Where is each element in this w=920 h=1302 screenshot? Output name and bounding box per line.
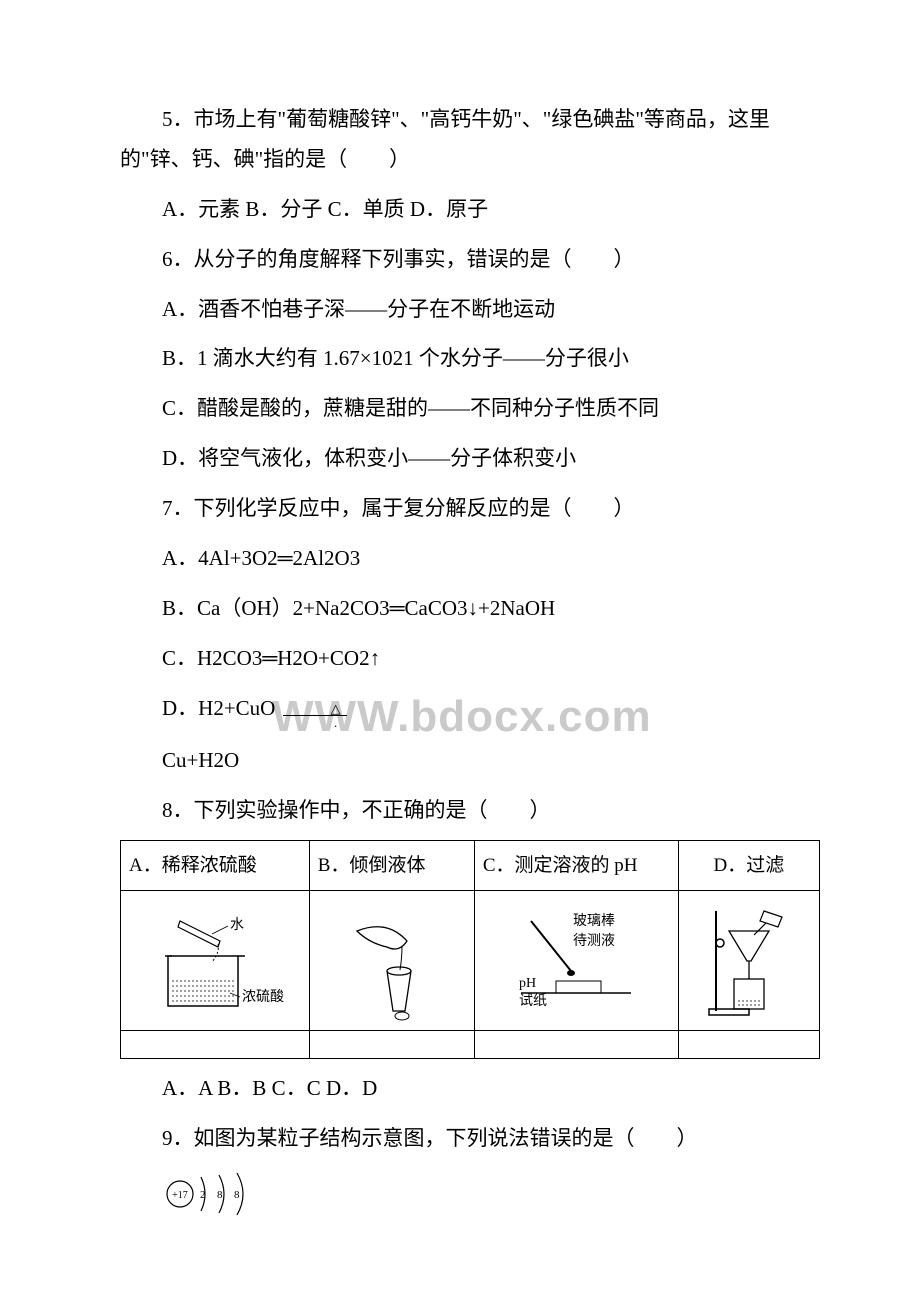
label-water: 水 bbox=[230, 917, 244, 933]
q7-opt-d-left: D．H2+CuO bbox=[162, 696, 275, 720]
label-glass-rod: 玻璃棒 bbox=[573, 912, 615, 929]
q7-opt-c: C．H2CO3═H2O+CO2↑ bbox=[120, 639, 820, 679]
q6-stem: 6．从分子的角度解释下列事实，错误的是（ ） bbox=[120, 240, 820, 280]
ph-test-icon: 玻璃棒 待测液 pH 试纸 bbox=[501, 901, 651, 1021]
q6-opt-b: B．1 滴水大约有 1.67×1021 个水分子——分子很小 bbox=[120, 339, 820, 379]
q7-opt-d-row: WWW.bdocx.com D．H2+CuO △ . bbox=[120, 689, 820, 731]
q8-header-a: A．稀释浓硫酸 bbox=[121, 841, 310, 891]
q8-table-image-row: 水 浓硫酸 玻璃棒 bbox=[121, 891, 820, 1031]
q7-opt-d-triangle: △ bbox=[283, 702, 347, 716]
q8-img-a: 水 浓硫酸 bbox=[121, 891, 310, 1031]
q8-answers: A．A B．B C．C D．D bbox=[120, 1069, 820, 1109]
q5-stem: 5．市场上有"葡萄糖酸锌"、"高钙牛奶"、"绿色碘盐"等商品，这里的"锌、钙、碘… bbox=[120, 100, 820, 180]
q7-opt-d-blank: . bbox=[286, 716, 343, 729]
q8-table-header-row: A．稀释浓硫酸 B．倾倒液体 C．测定溶液的 pH D．过滤 bbox=[121, 841, 820, 891]
q8-table-blank-row bbox=[121, 1031, 820, 1059]
label-ph: pH bbox=[519, 976, 536, 991]
atom-shell-1: 2 bbox=[200, 1189, 206, 1201]
filter-icon bbox=[694, 901, 804, 1021]
pour-liquid-icon bbox=[327, 901, 457, 1021]
q7-stem: 7．下列化学反应中，属于复分解反应的是（ ） bbox=[120, 489, 820, 529]
q7-opt-b: B．Ca（OH）2+Na2CO3═CaCO3↓+2NaOH bbox=[120, 589, 820, 629]
label-acid: 浓硫酸 bbox=[242, 989, 284, 1005]
q7-opt-a: A．4Al+3O2═2Al2O3 bbox=[120, 539, 820, 579]
q8-img-c: 玻璃棒 待测液 pH 试纸 bbox=[474, 891, 678, 1031]
q8-table: A．稀释浓硫酸 B．倾倒液体 C．测定溶液的 pH D．过滤 水 浓硫酸 bbox=[120, 840, 820, 1059]
q7-opt-d-after: Cu+H2O bbox=[120, 741, 820, 781]
q8-header-d: D．过滤 bbox=[678, 841, 819, 891]
atom-structure-icon: +17 2 8 8 bbox=[162, 1169, 272, 1219]
atom-shell-2: 8 bbox=[217, 1189, 223, 1201]
q8-img-b bbox=[309, 891, 474, 1031]
q6-opt-d: D．将空气液化，体积变小——分子体积变小 bbox=[120, 439, 820, 479]
q6-opt-c: C．醋酸是酸的，蔗糖是甜的——不同种分子性质不同 bbox=[120, 389, 820, 429]
q8-header-c: C．测定溶液的 pH bbox=[474, 841, 678, 891]
q8-img-d bbox=[678, 891, 819, 1031]
atom-nucleus-label: +17 bbox=[172, 1190, 188, 1201]
label-test-liquid: 待测液 bbox=[573, 933, 615, 949]
q7-opt-d-symbol: △ . bbox=[283, 702, 347, 729]
q8-header-b: B．倾倒液体 bbox=[309, 841, 474, 891]
q9-stem: 9．如图为某粒子结构示意图，下列说法错误的是（ ） bbox=[120, 1119, 820, 1159]
atom-shell-3: 8 bbox=[234, 1189, 240, 1201]
label-paper: 试纸 bbox=[519, 993, 547, 1009]
q6-opt-a: A．酒香不怕巷子深——分子在不断地运动 bbox=[120, 290, 820, 330]
beaker-dilute-icon: 水 浓硫酸 bbox=[140, 901, 290, 1021]
q9-atom-diagram: +17 2 8 8 bbox=[162, 1169, 820, 1233]
q5-options: A．元素 B．分子 C．单质 D．原子 bbox=[120, 190, 820, 230]
q8-stem: 8．下列实验操作中，不正确的是（ ） bbox=[120, 791, 820, 831]
